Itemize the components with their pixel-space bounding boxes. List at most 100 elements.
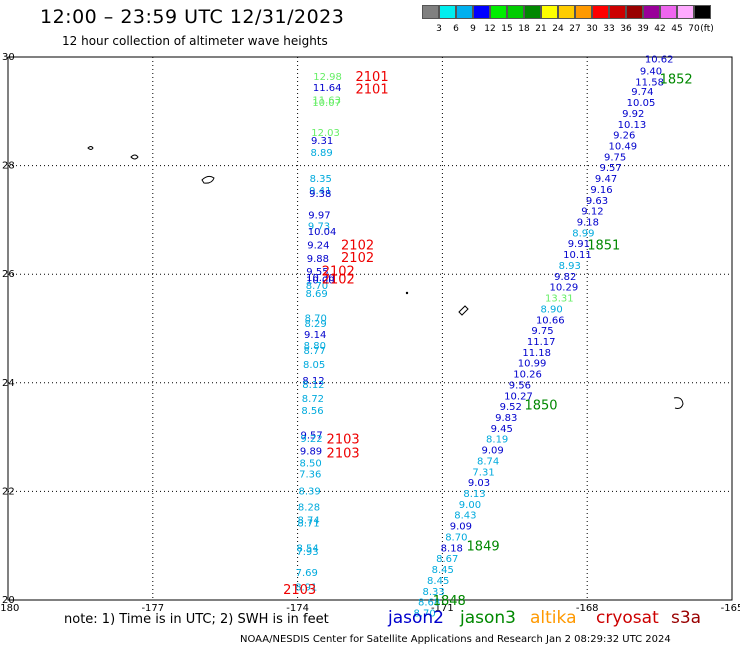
wave-height-value: 10.29 xyxy=(550,283,579,294)
wave-height-value: 8.54 xyxy=(296,543,318,554)
wave-height-value: 9.12 xyxy=(581,207,603,218)
wave-height-value: 9.57 xyxy=(599,163,621,174)
legend-label: 6 xyxy=(453,24,459,34)
wave-height-value: 11.17 xyxy=(527,337,556,348)
pass-number-label: 2101 xyxy=(356,70,389,85)
wave-height-value: 8.39 xyxy=(298,486,320,497)
legend-label: 9 xyxy=(470,24,476,34)
x-tick-label: -171 xyxy=(431,603,454,614)
wave-height-value: 8.77 xyxy=(303,346,325,357)
wave-height-value: 9.73 xyxy=(308,221,330,232)
pass-number-label: 2102 xyxy=(341,251,374,266)
pass-number-label: 2103 xyxy=(283,583,316,598)
wave-height-value: 9.24 xyxy=(307,240,329,251)
wave-height-value: 8.45 xyxy=(432,565,454,576)
wave-height-value: 8.05 xyxy=(303,360,325,371)
legend-label: 70 xyxy=(688,24,700,34)
x-tick-label: -177 xyxy=(141,603,164,614)
wave-height-value: 9.55 xyxy=(306,267,328,278)
pass-number-label: 2102 xyxy=(322,264,355,279)
credit-line: NOAA/NESDIS Center for Satellite Applica… xyxy=(240,634,671,645)
pass-number-label: 1849 xyxy=(467,540,500,555)
wave-height-value: 9.91 xyxy=(568,239,590,250)
legend-label: 24 xyxy=(552,24,564,34)
wave-height-value: 8.70 xyxy=(306,281,328,292)
legend-swatch xyxy=(609,5,626,19)
wave-height-value: 8.93 xyxy=(559,261,581,272)
map-subtitle: 12 hour collection of altimeter wave hei… xyxy=(62,34,328,48)
legend-swatch xyxy=(575,5,592,19)
satellite-name-jason3: jason3 xyxy=(460,608,516,628)
y-tick-label: 24 xyxy=(2,378,15,389)
wave-height-value: 9.82 xyxy=(554,272,576,283)
wave-height-value: 9.14 xyxy=(304,330,326,341)
satellite-name-s3a: s3a xyxy=(671,608,702,628)
wave-height-value: 9.09 xyxy=(481,446,503,457)
y-tick-label: 26 xyxy=(2,269,15,280)
wave-height-value: 8.70 xyxy=(305,314,327,325)
legend-swatch xyxy=(422,5,439,19)
wave-height-value: 8.50 xyxy=(299,459,321,470)
wave-height-value: 8.18 xyxy=(441,543,463,554)
wave-height-value: 9.16 xyxy=(590,185,612,196)
wave-height-value: 12.98 xyxy=(313,72,342,83)
wave-height-value: 8.74 xyxy=(477,456,499,467)
wave-height-value: 8.72 xyxy=(302,394,324,405)
wave-height-value: 9.83 xyxy=(495,413,517,424)
x-tick-label: -180 xyxy=(0,603,19,614)
wave-height-value: 8.12 xyxy=(302,376,324,387)
legend-label: 18 xyxy=(518,24,530,34)
satellite-name-altika: altika xyxy=(530,608,577,628)
wave-height-value: 10.99 xyxy=(518,359,547,370)
pass-number-label: 1850 xyxy=(524,399,557,414)
pass-number-label: 2103 xyxy=(327,433,360,448)
wave-height-value: 8.90 xyxy=(540,304,562,315)
wave-height-value: 8.43 xyxy=(454,511,476,522)
wave-height-value: 9.41 xyxy=(309,186,331,197)
wave-height-value: 8.12 xyxy=(302,380,324,391)
wave-height-value: 9.75 xyxy=(604,152,626,163)
wave-height-value: 8.80 xyxy=(304,341,326,352)
wave-height-value: 11.18 xyxy=(522,348,551,359)
y-tick-label: 20 xyxy=(2,595,15,606)
legend-swatch xyxy=(694,5,711,19)
wave-height-value: 9.88 xyxy=(307,254,329,265)
map-frame xyxy=(7,56,733,601)
legend-swatch xyxy=(592,5,609,19)
legend-label: 30 xyxy=(586,24,598,34)
wave-height-value: 10.13 xyxy=(618,120,647,131)
wave-height-value: 8.45 xyxy=(427,576,449,587)
wave-height-value: 9.26 xyxy=(613,131,635,142)
wave-height-value: 11.63 xyxy=(312,95,341,106)
wave-height-value: 10.07 xyxy=(312,98,341,109)
wave-height-value: 8.13 xyxy=(463,489,485,500)
legend-swatch xyxy=(490,5,507,19)
wave-height-value: 9.47 xyxy=(595,174,617,185)
legend-label: 27 xyxy=(569,24,581,34)
wave-height-value: 10.00 xyxy=(306,276,335,287)
wave-height-value: 8.56 xyxy=(301,406,323,417)
wave-height-value: 8.35 xyxy=(310,174,332,185)
satellite-name-jason2: jason2 xyxy=(388,608,444,628)
wave-height-value: 10.04 xyxy=(308,227,337,238)
wave-height-value: 10.27 xyxy=(504,391,533,402)
wave-height-value: 7.36 xyxy=(299,469,321,480)
pass-number-label: 1851 xyxy=(587,238,620,253)
legend-swatch xyxy=(541,5,558,19)
legend-swatch xyxy=(456,5,473,19)
legend-label: 15 xyxy=(501,24,513,34)
wave-height-value: 9.97 xyxy=(308,210,330,221)
wave-height-value: 7.31 xyxy=(472,467,494,478)
wave-height-value: 10.49 xyxy=(609,142,638,153)
wave-height-value: 13.31 xyxy=(545,294,574,305)
wave-height-value: 9.38 xyxy=(309,189,331,200)
legend-unit: (ft) xyxy=(700,24,714,34)
wave-height-value: 8.19 xyxy=(486,435,508,446)
y-tick-label: 28 xyxy=(2,161,15,172)
y-tick-label: 22 xyxy=(2,486,15,497)
wave-height-value: 10.05 xyxy=(627,98,656,109)
legend-label: 33 xyxy=(603,24,615,34)
legend-swatch xyxy=(677,5,694,19)
wave-height-value: 8.69 xyxy=(306,289,328,300)
pass-number-label: 2102 xyxy=(322,273,355,288)
